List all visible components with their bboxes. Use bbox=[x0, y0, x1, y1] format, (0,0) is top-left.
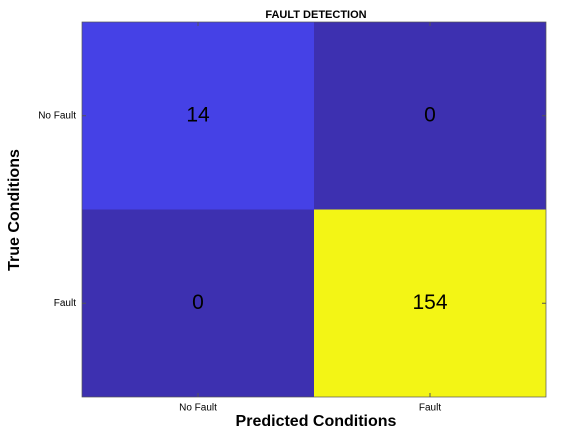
cell-value-label: 154 bbox=[412, 291, 447, 314]
x-tick-label: No Fault bbox=[179, 403, 217, 414]
cell-value-label: 14 bbox=[186, 103, 210, 126]
chart-title: FAULT DETECTION bbox=[265, 9, 366, 21]
x-tick-label: Fault bbox=[419, 403, 441, 414]
cell-value-label: 0 bbox=[424, 103, 436, 126]
x-axis-label: Predicted Conditions bbox=[236, 413, 397, 430]
heatmap-cell bbox=[314, 209, 546, 397]
heatmap-cell bbox=[82, 22, 314, 210]
heatmap-cell bbox=[82, 209, 314, 397]
heatmap-cell bbox=[314, 22, 546, 210]
cell-value-label: 0 bbox=[192, 291, 204, 314]
y-tick-label: Fault bbox=[54, 298, 76, 309]
plot-frame bbox=[81, 21, 547, 398]
y-axis-label: True Conditions bbox=[6, 149, 23, 271]
y-tick-label: No Fault bbox=[38, 110, 76, 121]
